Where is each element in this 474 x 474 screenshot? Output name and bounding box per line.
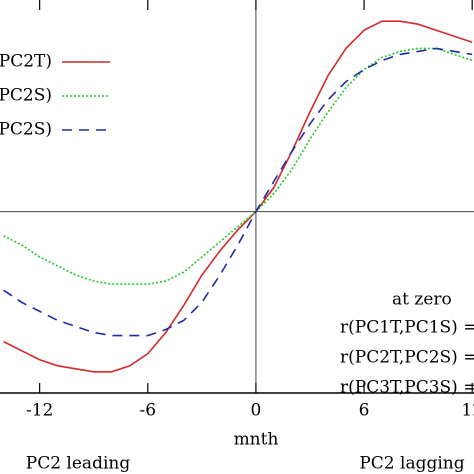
annotation: r(PC2T,PC2S) = xyxy=(340,348,474,368)
series-line xyxy=(3,20,473,373)
annotation: r(PC3T,PC3S) = xyxy=(340,378,474,398)
legend-label: PC2T) xyxy=(0,52,52,72)
legend-label: PC2S) xyxy=(0,86,52,106)
x-tick-label: 6 xyxy=(359,401,370,421)
x-tick-label: 12 xyxy=(461,401,474,421)
legend-label: ,PC2S) xyxy=(0,120,52,140)
plot-area xyxy=(3,20,473,373)
annotation: PC2 lagging xyxy=(359,454,464,474)
annotation: r(PC1T,PC1S) = xyxy=(340,318,474,338)
x-tick-label: -12 xyxy=(26,401,53,421)
series-line xyxy=(3,47,473,337)
x-axis-label: mnth xyxy=(234,430,279,450)
annotation: PC2 leading xyxy=(26,454,131,474)
x-tick-label: -6 xyxy=(140,401,157,421)
x-tick-label: 0 xyxy=(251,401,262,421)
series-line xyxy=(3,47,473,285)
annotation: at zero xyxy=(392,290,452,310)
